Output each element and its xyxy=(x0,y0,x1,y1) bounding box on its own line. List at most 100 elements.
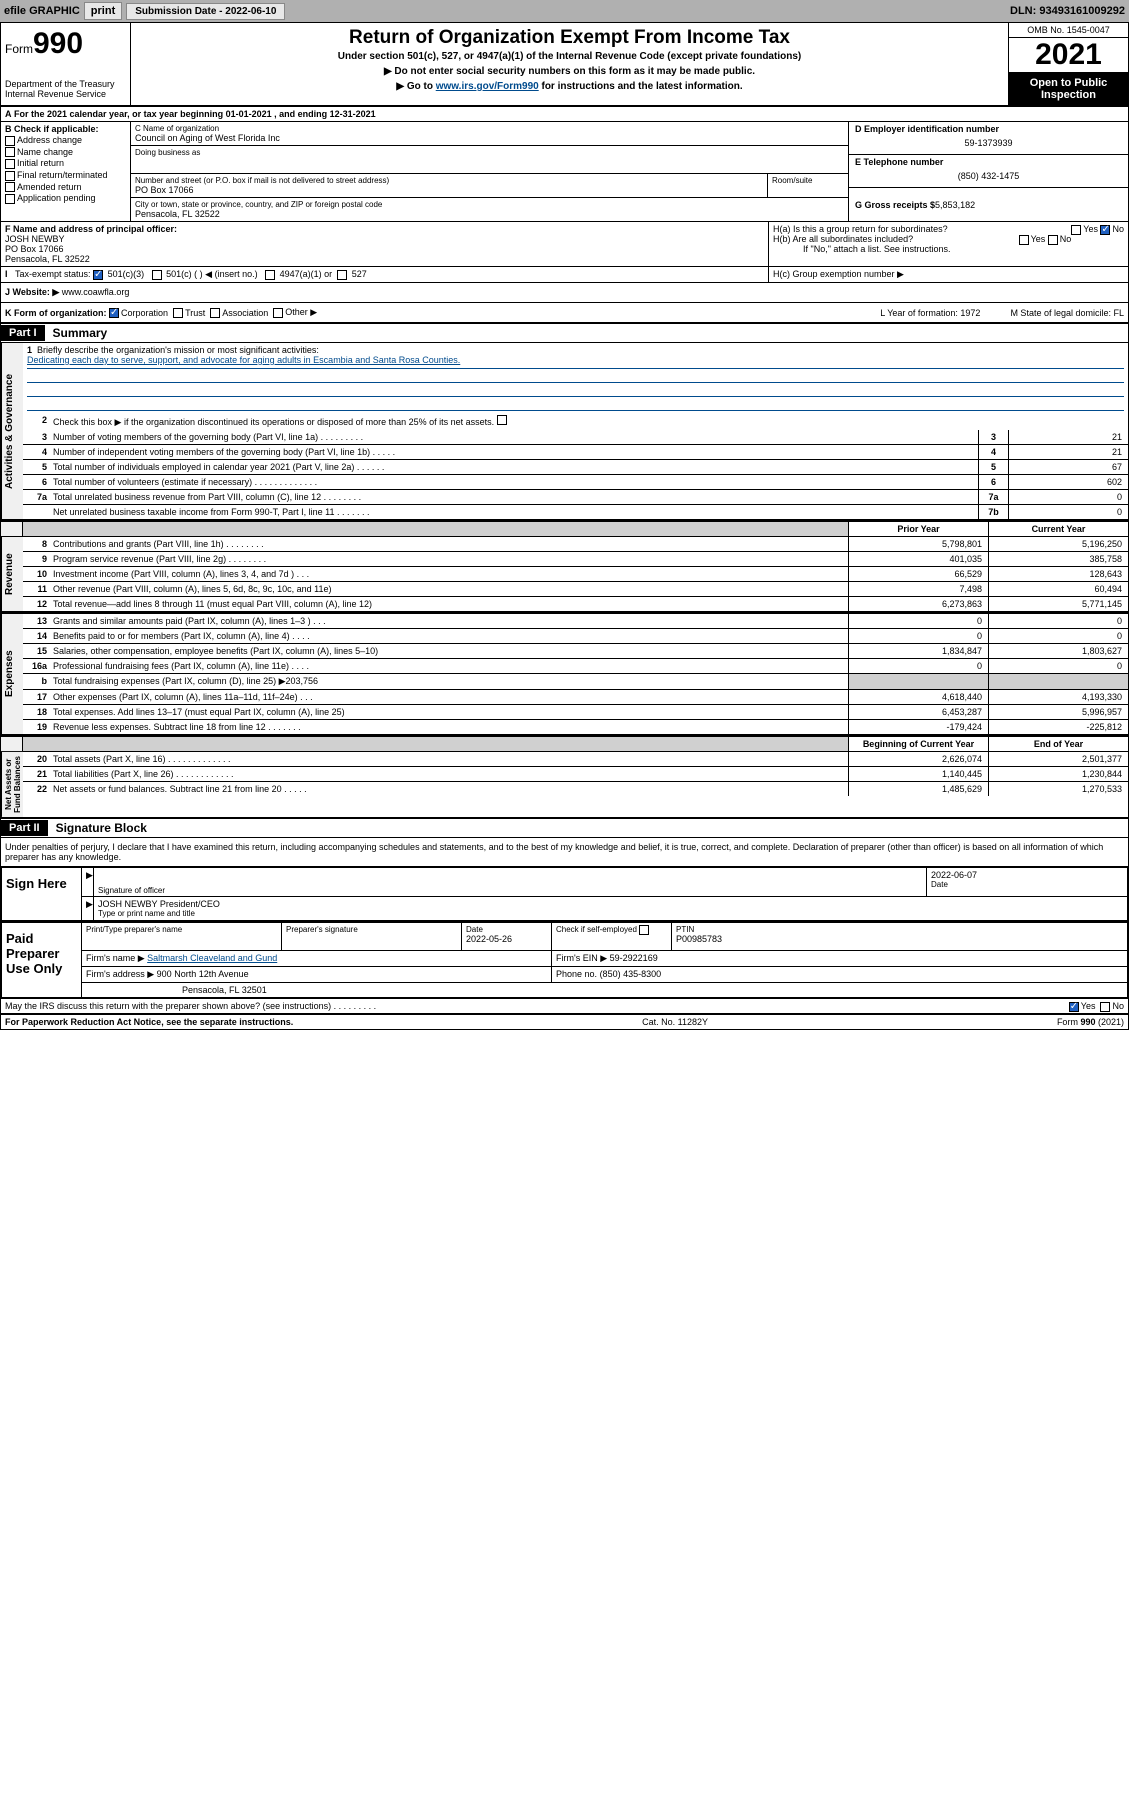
netassets-section: Net Assets or Fund Balances 20Total asse… xyxy=(1,752,1128,819)
tax-status: I Tax-exempt status: 501(c)(3) 501(c) ( … xyxy=(1,267,768,282)
gross-cell: G Gross receipts $5,853,182 xyxy=(849,188,1128,212)
cb-corp[interactable] xyxy=(109,308,119,318)
firm-name-link[interactable]: Saltmarsh Cleaveland and Gund xyxy=(147,953,277,963)
submission-date: Submission Date - 2022-06-10 xyxy=(126,3,285,20)
cb-address-change[interactable]: Address change xyxy=(5,135,126,146)
website-value: www.coawfla.org xyxy=(62,287,130,298)
line-5: 5Total number of individuals employed in… xyxy=(23,460,1128,475)
suite-label: Room/suite xyxy=(772,176,844,185)
officer-label: F Name and address of principal officer: xyxy=(5,224,177,234)
k-label: K Form of organization: xyxy=(5,308,107,318)
mission-text: Dedicating each day to serve, support, a… xyxy=(27,355,1124,369)
mission-block: 1 Briefly describe the organization's mi… xyxy=(23,343,1128,413)
line-16b: bTotal fundraising expenses (Part IX, co… xyxy=(23,674,1128,690)
suite-cell: Room/suite xyxy=(768,174,848,197)
instr-link-pre: ▶ Go to xyxy=(396,81,435,92)
cb-trust[interactable] xyxy=(173,308,183,318)
instr-link: ▶ Go to www.irs.gov/Form990 for instruct… xyxy=(139,81,1000,92)
phone-label: E Telephone number xyxy=(855,157,1122,167)
city-row: City or town, state or province, country… xyxy=(131,198,848,221)
line-14: 14Benefits paid to or for members (Part … xyxy=(23,629,1128,644)
line-7b: Net unrelated business taxable income fr… xyxy=(23,505,1128,519)
line-22: 22Net assets or fund balances. Subtract … xyxy=(23,782,1128,796)
open-public: Open to Public Inspection xyxy=(1009,73,1128,105)
col-d: D Employer identification number 59-1373… xyxy=(848,122,1128,221)
firm-addr-row: Firm's address ▶ 900 North 12th Avenue P… xyxy=(82,967,1127,983)
may-irs-row: May the IRS discuss this return with the… xyxy=(1,999,1128,1014)
year-formation: L Year of formation: 1972 xyxy=(880,308,980,318)
form-word: Form xyxy=(5,42,33,56)
dba-row: Doing business as xyxy=(131,146,848,174)
sig-row: ▶ Signature of officer 2022-06-07Date xyxy=(82,868,1127,897)
gross-label: G Gross receipts $ xyxy=(855,200,935,210)
officer-city: Pensacola, FL 32522 xyxy=(5,254,90,264)
activities-body: 1 Briefly describe the organization's mi… xyxy=(23,343,1128,519)
part2-bar: Part II Signature Block xyxy=(1,819,1128,838)
street-value: PO Box 17066 xyxy=(135,185,763,195)
cb-irs-yes[interactable] xyxy=(1069,1002,1079,1012)
cb-amended[interactable]: Amended return xyxy=(5,182,126,193)
row-k: K Form of organization: Corporation Trus… xyxy=(1,303,1128,324)
gross-value: 5,853,182 xyxy=(935,200,975,210)
pra-notice: For Paperwork Reduction Act Notice, see … xyxy=(5,1017,293,1027)
name-row: ▶ JOSH NEWBY President/CEOType or print … xyxy=(82,897,1127,920)
firm-city-row: Pensacola, FL 32501 xyxy=(82,983,1127,997)
sign-here-label: Sign Here xyxy=(2,868,82,920)
declaration: Under penalties of perjury, I declare th… xyxy=(1,838,1128,867)
cb-irs-no[interactable] xyxy=(1100,1002,1110,1012)
form-year-block: OMB No. 1545-0047 2021 Open to Public In… xyxy=(1008,23,1128,105)
col-b: B Check if applicable: Address change Na… xyxy=(1,122,131,221)
cb-discontinued[interactable] xyxy=(497,415,507,425)
cb-527[interactable] xyxy=(337,270,347,280)
line-20: 20Total assets (Part X, line 16) . . . .… xyxy=(23,752,1128,767)
cb-assoc[interactable] xyxy=(210,308,220,318)
line-a-text: For the 2021 calendar year, or tax year … xyxy=(14,109,376,119)
irs-link[interactable]: www.irs.gov/Form990 xyxy=(436,81,539,92)
line-18: 18Total expenses. Add lines 13–17 (must … xyxy=(23,705,1128,720)
org-name-row: C Name of organization Council on Aging … xyxy=(131,122,848,146)
revenue-section: Revenue 8Contributions and grants (Part … xyxy=(1,537,1128,612)
cb-app-pending[interactable]: Application pending xyxy=(5,193,126,204)
form-number: 990 xyxy=(33,27,83,60)
boy-hdr: Beginning of Current Year xyxy=(848,737,988,751)
form-header: Form990 Department of the Treasury Inter… xyxy=(1,23,1128,107)
row-i-hc: I Tax-exempt status: 501(c)(3) 501(c) ( … xyxy=(1,267,1128,283)
officer-block: F Name and address of principal officer:… xyxy=(1,222,768,266)
line-9: 9Program service revenue (Part VIII, lin… xyxy=(23,552,1128,567)
form-title-block: Return of Organization Exempt From Incom… xyxy=(131,23,1008,105)
cb-name-change[interactable]: Name change xyxy=(5,147,126,158)
sign-here-table: Sign Here ▶ Signature of officer 2022-06… xyxy=(1,867,1128,922)
cb-4947[interactable] xyxy=(265,270,275,280)
eoy-hdr: End of Year xyxy=(988,737,1128,751)
line-3: 3Number of voting members of the governi… xyxy=(23,430,1128,445)
vlabel-activities: Activities & Governance xyxy=(1,343,23,519)
line-6: 6Total number of volunteers (estimate if… xyxy=(23,475,1128,490)
cb-501c3[interactable] xyxy=(93,270,103,280)
omb-number: OMB No. 1545-0047 xyxy=(1009,23,1128,38)
cb-self-employed[interactable] xyxy=(639,925,649,935)
street-label: Number and street (or P.O. box if mail i… xyxy=(135,176,763,185)
form-id-block: Form990 Department of the Treasury Inter… xyxy=(1,23,131,105)
dba-label: Doing business as xyxy=(135,148,844,157)
dln: DLN: 93493161009292 xyxy=(1010,5,1125,17)
line-a: A For the 2021 calendar year, or tax yea… xyxy=(1,107,1128,122)
print-button[interactable]: print xyxy=(84,2,122,20)
line-16a: 16aProfessional fundraising fees (Part I… xyxy=(23,659,1128,674)
part1-hdr: Part I xyxy=(1,325,45,341)
cb-501c[interactable] xyxy=(152,270,162,280)
h-a: H(a) Is this a group return for subordin… xyxy=(773,224,1124,234)
section-bcd: B Check if applicable: Address change Na… xyxy=(1,122,1128,222)
city-label: City or town, state or province, country… xyxy=(135,200,844,209)
phone-cell: E Telephone number (850) 432-1475 xyxy=(849,155,1128,188)
activities-section: Activities & Governance 1 Briefly descri… xyxy=(1,343,1128,520)
dept-label: Department of the Treasury Internal Reve… xyxy=(5,79,126,99)
org-name: Council on Aging of West Florida Inc xyxy=(135,133,844,143)
ein-cell: D Employer identification number 59-1373… xyxy=(849,122,1128,155)
instr-link-post: for instructions and the latest informat… xyxy=(539,81,743,92)
cb-initial-return[interactable]: Initial return xyxy=(5,158,126,169)
cb-other[interactable] xyxy=(273,308,283,318)
state-domicile: M State of legal domicile: FL xyxy=(1010,308,1124,318)
phone-value: (850) 432-1475 xyxy=(855,167,1122,185)
cb-final-return[interactable]: Final return/terminated xyxy=(5,170,126,181)
ein-value: 59-1373939 xyxy=(855,134,1122,152)
